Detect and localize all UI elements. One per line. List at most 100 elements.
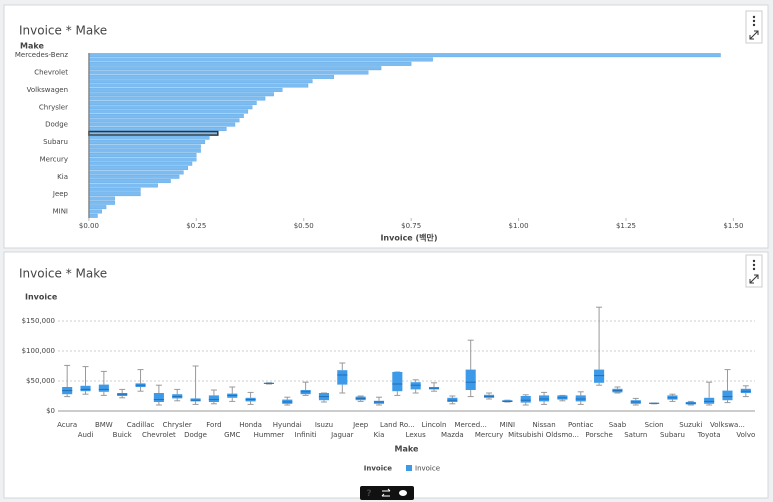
x-tick-label: Audi bbox=[78, 431, 94, 439]
chart-title: Invoice * Make bbox=[19, 24, 107, 38]
expand-icon[interactable] bbox=[749, 30, 759, 40]
toolbar-bg bbox=[360, 486, 414, 500]
y-tick-label: MINI bbox=[53, 207, 68, 215]
x-tick-label: Mazda bbox=[441, 431, 464, 439]
menu-frame[interactable] bbox=[745, 254, 763, 288]
box bbox=[208, 395, 219, 402]
bar bbox=[88, 205, 107, 210]
y-tick-label: Volkswagen bbox=[27, 86, 68, 94]
x-tick-label: Saab bbox=[609, 421, 627, 429]
bar bbox=[88, 213, 98, 218]
box bbox=[98, 384, 109, 392]
bar bbox=[88, 170, 184, 175]
y-tick-label: Kia bbox=[57, 173, 68, 181]
expand-icon[interactable] bbox=[749, 274, 759, 284]
swap-button[interactable] bbox=[381, 488, 391, 497]
y-axis-title: Invoice bbox=[25, 293, 58, 302]
x-tick-label: Volkswa... bbox=[710, 421, 745, 429]
y-tick-label: Subaru bbox=[43, 138, 68, 146]
box bbox=[337, 370, 348, 385]
y-tick-label: Jeep bbox=[52, 190, 69, 198]
box bbox=[80, 385, 91, 392]
bar bbox=[88, 96, 266, 101]
bottom-panel bbox=[3, 251, 769, 499]
dot bbox=[752, 23, 756, 27]
bar bbox=[88, 174, 180, 179]
bar bbox=[88, 153, 197, 158]
help-button[interactable]: ? bbox=[366, 489, 371, 499]
x-tick-label: $1.25 bbox=[616, 222, 636, 230]
x-tick-label: Mitsubishi bbox=[508, 431, 543, 439]
x-tick-label: Land Ro... bbox=[380, 421, 415, 429]
x-tick-label: Oldsmo... bbox=[546, 431, 579, 439]
y-tick-label: Mercury bbox=[40, 155, 68, 163]
box bbox=[539, 395, 550, 402]
bar bbox=[88, 122, 236, 127]
x-tick-label: Mercury bbox=[475, 431, 503, 439]
box bbox=[575, 395, 586, 402]
y-tick-label: $100,000 bbox=[22, 347, 55, 355]
bar bbox=[88, 187, 141, 192]
box bbox=[722, 390, 733, 401]
toolbar: ? bbox=[360, 486, 414, 500]
dot bbox=[752, 259, 756, 263]
menu-button[interactable] bbox=[745, 254, 763, 288]
x-tick-label: Volvo bbox=[736, 431, 755, 439]
y-tick-label: Dodge bbox=[45, 121, 68, 129]
bar bbox=[88, 61, 412, 66]
y-tick-label: Chevrolet bbox=[34, 69, 68, 77]
bar bbox=[88, 157, 197, 162]
bar bbox=[88, 196, 115, 201]
box bbox=[465, 369, 476, 390]
y-tick-label: Chrysler bbox=[39, 103, 68, 111]
y-tick-label: Mercedes-Benz bbox=[15, 51, 68, 59]
dot bbox=[752, 15, 756, 19]
x-tick-label: Ford bbox=[206, 421, 221, 429]
bar bbox=[88, 66, 382, 71]
bar bbox=[88, 83, 309, 88]
dot bbox=[752, 267, 756, 271]
bar bbox=[88, 87, 283, 92]
x-tick-label: Acura bbox=[57, 421, 77, 429]
legend-swatch bbox=[406, 465, 412, 471]
bar bbox=[88, 92, 274, 97]
dot bbox=[752, 19, 756, 23]
x-tick-label: $0.25 bbox=[186, 222, 206, 230]
y-tick-label: $0 bbox=[46, 407, 55, 415]
bar bbox=[88, 209, 102, 214]
y-tick-label: $50,000 bbox=[26, 377, 55, 385]
x-tick-label: Lincoln bbox=[422, 421, 447, 429]
x-tick-label: Saturn bbox=[624, 431, 647, 439]
bar bbox=[88, 130, 219, 136]
x-tick-label: $1.50 bbox=[723, 222, 743, 230]
x-tick-label: Lexus bbox=[406, 431, 427, 439]
x-axis-title: Make bbox=[395, 445, 419, 454]
bar bbox=[88, 57, 433, 62]
bar bbox=[88, 140, 206, 144]
bar bbox=[88, 192, 141, 197]
bar bbox=[88, 100, 257, 105]
bar bbox=[88, 118, 240, 123]
comment-button[interactable] bbox=[399, 490, 407, 496]
x-tick-label: Cadillac bbox=[127, 421, 155, 429]
x-tick-label: Toyota bbox=[697, 431, 721, 439]
bar bbox=[88, 144, 201, 149]
x-tick-label: Jaguar bbox=[330, 431, 354, 439]
bar bbox=[88, 166, 188, 171]
bar bbox=[88, 179, 171, 184]
bar bbox=[88, 70, 369, 75]
menu-button[interactable] bbox=[745, 10, 763, 44]
x-tick-label: Hummer bbox=[254, 431, 285, 439]
x-tick-label: Honda bbox=[239, 421, 262, 429]
x-tick-label: Merced... bbox=[455, 421, 487, 429]
bar bbox=[88, 183, 158, 188]
x-tick-label: Scion bbox=[645, 421, 664, 429]
x-axis-title: Invoice (백만) bbox=[380, 233, 437, 243]
x-tick-label: Isuzu bbox=[315, 421, 333, 429]
dot bbox=[752, 263, 756, 267]
y-axis-title: Make bbox=[20, 42, 44, 51]
box bbox=[410, 382, 421, 390]
bar bbox=[88, 200, 115, 205]
x-tick-label: Hyundai bbox=[273, 421, 302, 429]
